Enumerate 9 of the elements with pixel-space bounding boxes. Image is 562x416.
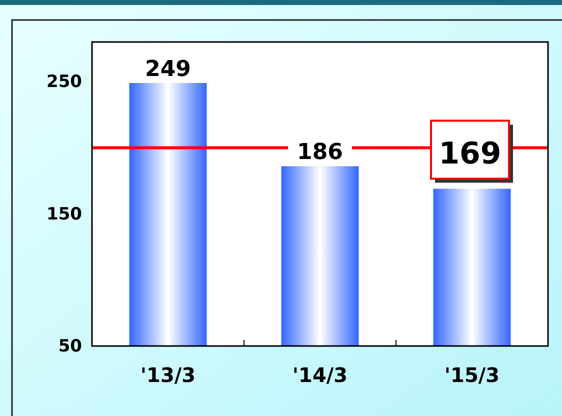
y-tick-label: 250 [46, 72, 82, 92]
data-label: 186 [297, 140, 343, 166]
y-tick-label: 150 [46, 204, 82, 224]
x-tick-label: '15/3 [444, 363, 500, 388]
data-label: 169 [438, 136, 502, 172]
data-label: 249 [145, 56, 191, 82]
y-tick-label: 50 [58, 336, 82, 356]
x-tick-label: '14/3 [292, 363, 348, 388]
x-tick-label: '13/3 [140, 363, 196, 388]
